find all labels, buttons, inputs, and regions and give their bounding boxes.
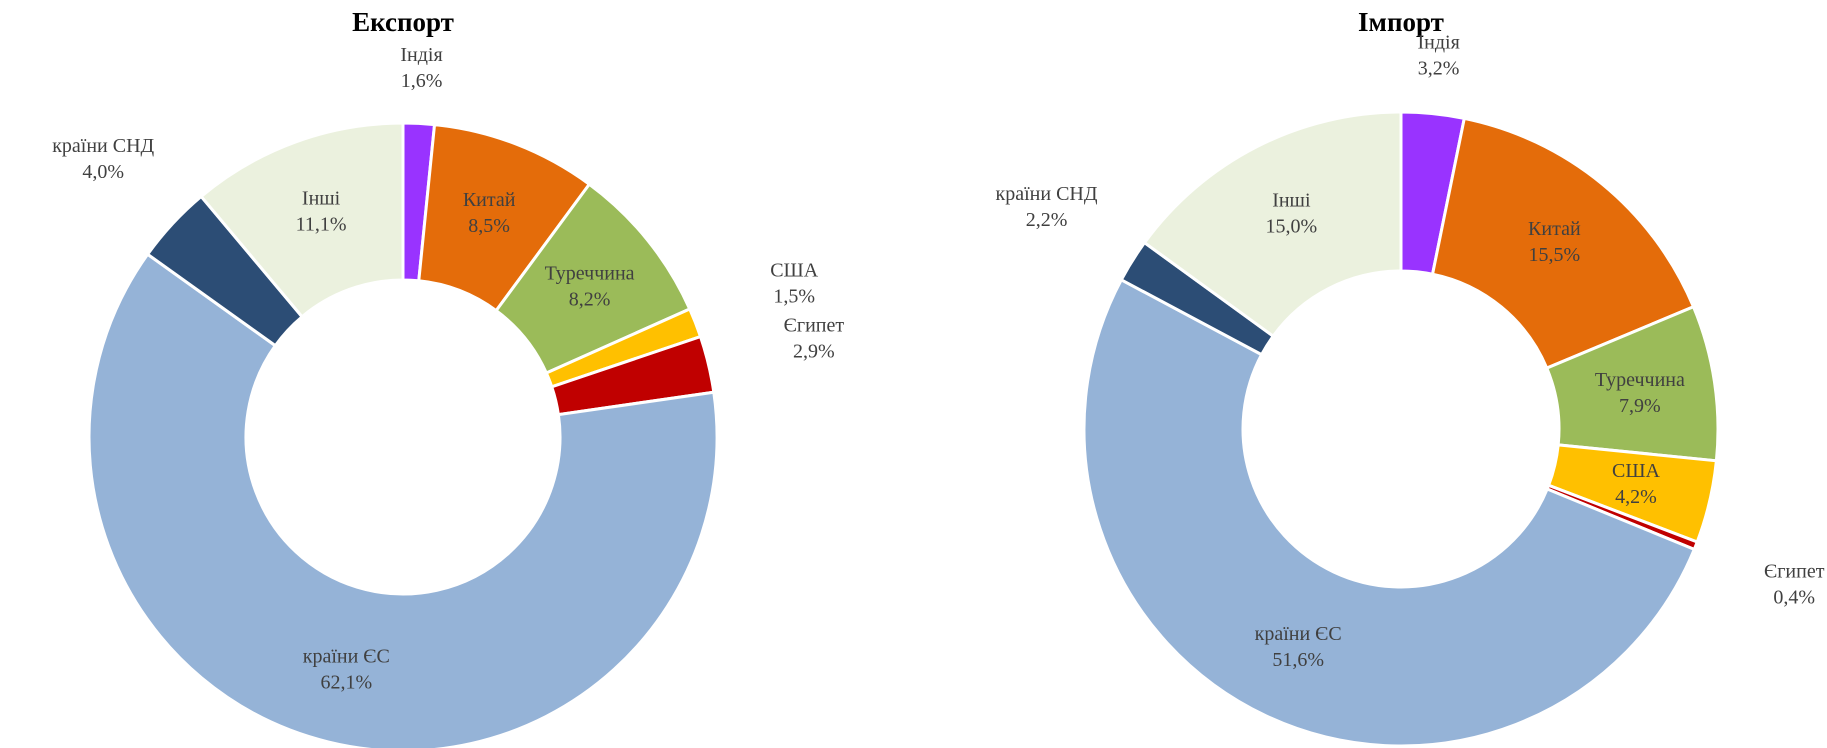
slice-label: США	[770, 260, 819, 282]
value-label: 3,2%	[1418, 58, 1460, 80]
value-label: 4,2%	[1615, 486, 1657, 508]
value-label: 11,1%	[296, 214, 347, 236]
value-label: 8,2%	[569, 288, 611, 310]
value-label: 8,5%	[468, 215, 510, 237]
donut-slice	[1430, 116, 1696, 371]
value-label: 7,9%	[1619, 395, 1661, 417]
value-label: 4,0%	[82, 161, 124, 183]
chart-title: Імпорт	[1358, 7, 1444, 37]
value-label: 15,5%	[1529, 244, 1581, 266]
slice-label: Інші	[1272, 189, 1311, 211]
slice-label: країни СНД	[52, 135, 154, 157]
slice-label: Єгипет	[1764, 560, 1825, 582]
value-label: 1,5%	[773, 286, 815, 308]
slice-label: країни ЄС	[1255, 623, 1342, 645]
slice-label: країни СНД	[996, 183, 1098, 205]
slice-label: Китай	[1528, 218, 1581, 240]
slice-label: США	[1612, 460, 1661, 482]
chart-title: Експорт	[352, 7, 454, 37]
slice-label: Єгипет	[784, 315, 845, 337]
value-label: 2,9%	[793, 341, 835, 363]
slice-label: країни ЄС	[303, 645, 390, 667]
value-label: 51,6%	[1272, 649, 1324, 671]
slice-label: Індія	[1417, 32, 1459, 54]
slice-label: Індія	[400, 44, 442, 66]
value-label: 0,4%	[1773, 586, 1815, 608]
value-label: 15,0%	[1266, 215, 1318, 237]
donut-slice	[199, 121, 405, 319]
donut-slice	[1082, 277, 1697, 748]
donut-slice	[1142, 110, 1403, 339]
value-label: 2,2%	[1026, 209, 1068, 231]
slice-label: Китай	[463, 189, 516, 211]
donut-slice	[87, 252, 719, 748]
slice-label: Туреччина	[1595, 369, 1685, 391]
value-label: 62,1%	[320, 671, 372, 693]
value-label: 1,6%	[401, 70, 443, 92]
slice-label: Інші	[302, 188, 341, 210]
slice-label: Туреччина	[545, 262, 635, 284]
